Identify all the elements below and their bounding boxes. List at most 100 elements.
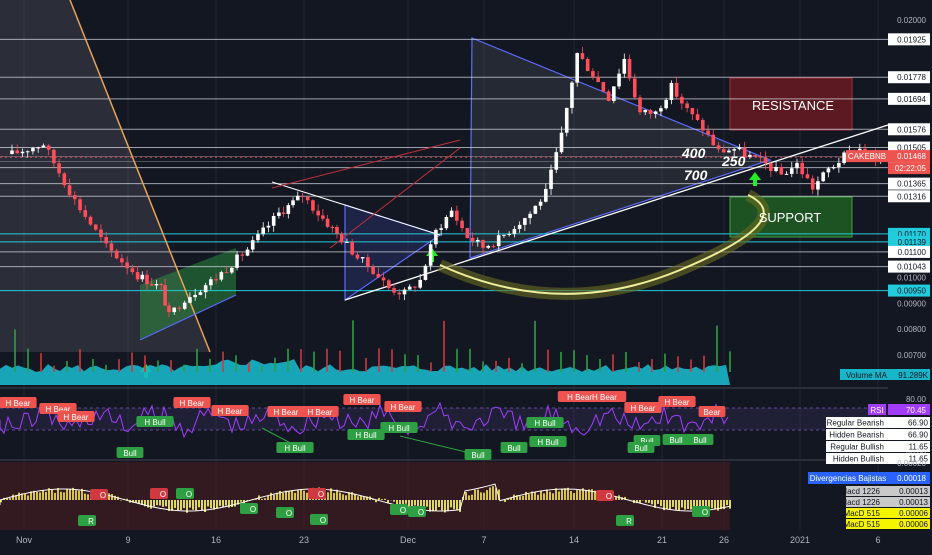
candle-body bbox=[136, 272, 140, 279]
candle-body bbox=[246, 250, 250, 256]
candle-body bbox=[188, 297, 192, 303]
candle-body bbox=[795, 163, 799, 168]
volume-bar bbox=[443, 321, 445, 372]
candle-body bbox=[570, 83, 574, 108]
macd-histogram-bar bbox=[231, 500, 233, 507]
volume-bar bbox=[430, 362, 432, 372]
candle-body bbox=[418, 280, 422, 288]
candle-body bbox=[827, 168, 831, 172]
candle-body bbox=[539, 202, 543, 206]
macd-histogram-bar bbox=[189, 500, 191, 508]
candle-body bbox=[78, 199, 82, 210]
candle-body bbox=[172, 308, 176, 312]
candle-body bbox=[560, 133, 564, 152]
macd-marker-text: O bbox=[160, 490, 166, 499]
candle-body bbox=[42, 145, 46, 147]
candle-body bbox=[306, 197, 310, 200]
macd-histogram-bar bbox=[384, 499, 386, 500]
macd-histogram-bar bbox=[9, 498, 11, 500]
volume-bar bbox=[612, 354, 614, 372]
volume-bar bbox=[287, 349, 289, 372]
candle-body bbox=[397, 293, 401, 295]
volume-bar bbox=[92, 359, 94, 372]
macd-histogram-bar bbox=[456, 500, 458, 510]
candle-body bbox=[832, 167, 836, 168]
volume-bar bbox=[664, 354, 666, 372]
time-tick: 7 bbox=[481, 535, 486, 545]
macd-histogram-bar bbox=[726, 500, 728, 505]
macd-histogram-bar bbox=[39, 492, 41, 500]
candle-body bbox=[240, 254, 244, 255]
price-tick: 0.00700 bbox=[897, 351, 926, 360]
volume-bar bbox=[144, 356, 146, 372]
macd-marker-text: O bbox=[286, 509, 292, 518]
macd-histogram-bar bbox=[192, 500, 194, 510]
macd-histogram-bar bbox=[273, 495, 275, 500]
rsi-bear-tag-text: Bear bbox=[704, 408, 721, 417]
macd-histogram-bar bbox=[423, 500, 425, 507]
macd-histogram-bar bbox=[177, 500, 179, 510]
price-axis-tag-text: 0.01043 bbox=[897, 263, 926, 272]
volume-bar bbox=[235, 355, 237, 372]
candle-body bbox=[596, 77, 600, 82]
price-axis-tag-text: 0.01365 bbox=[897, 180, 926, 189]
candle-body bbox=[450, 211, 454, 217]
candle-body bbox=[256, 234, 260, 240]
candle-body bbox=[565, 108, 569, 133]
time-tick: 23 bbox=[299, 535, 309, 545]
macd-axis-tick: 0.00020 bbox=[897, 459, 926, 468]
macd-histogram-bar bbox=[474, 490, 476, 500]
volume-bar bbox=[261, 366, 263, 372]
rsi-bear-tag-text: H Bear bbox=[631, 404, 656, 413]
candle-body bbox=[769, 163, 773, 171]
macd-histogram-bar bbox=[678, 500, 680, 511]
macd-histogram-bar bbox=[282, 493, 284, 500]
rsi-bull-tag-text: Bull bbox=[123, 449, 137, 458]
macd-histogram-bar bbox=[657, 500, 659, 504]
macd-histogram-bar bbox=[645, 500, 647, 503]
volume-bar bbox=[157, 360, 159, 372]
macd-histogram-bar bbox=[648, 500, 650, 503]
macd-histogram-bar bbox=[111, 494, 113, 500]
macd-histogram-bar bbox=[84, 494, 86, 500]
candle-body bbox=[811, 178, 815, 189]
candle-body bbox=[209, 279, 213, 285]
candle-body bbox=[623, 59, 627, 74]
macd-histogram-bar bbox=[639, 500, 641, 503]
candle-body bbox=[291, 200, 295, 205]
time-tick: 21 bbox=[657, 535, 667, 545]
macd-legend-value: 0.00013 bbox=[899, 487, 928, 496]
macd-histogram-bar bbox=[42, 490, 44, 500]
candle-body bbox=[321, 215, 325, 218]
macd-histogram-bar bbox=[219, 500, 221, 506]
volume-bar bbox=[352, 320, 354, 372]
candle-body bbox=[722, 149, 726, 152]
macd-histogram-bar bbox=[570, 491, 572, 500]
macd-histogram-bar bbox=[522, 496, 524, 500]
macd-marker-text: R bbox=[88, 517, 94, 526]
macd-histogram-bar bbox=[300, 490, 302, 500]
candle-body bbox=[335, 227, 339, 233]
candle-body bbox=[225, 272, 229, 273]
macd-histogram-bar bbox=[543, 493, 545, 500]
candle-body bbox=[145, 275, 149, 284]
candle-body bbox=[534, 206, 538, 214]
candle-body bbox=[110, 243, 114, 250]
volume-bar bbox=[14, 329, 16, 372]
macd-legend-name: MacD 515 bbox=[844, 520, 881, 529]
level-250-label: 250 bbox=[721, 153, 746, 169]
candle-body bbox=[659, 108, 663, 111]
candle-body bbox=[586, 59, 590, 71]
candle-body bbox=[15, 150, 19, 153]
candle-body bbox=[507, 234, 511, 235]
volume-bar bbox=[40, 353, 42, 372]
candle-body bbox=[94, 225, 98, 230]
macd-histogram-bar bbox=[576, 490, 578, 500]
macd-histogram-bar bbox=[264, 498, 266, 500]
candle-body bbox=[696, 114, 700, 120]
macd-histogram-bar bbox=[492, 486, 494, 500]
macd-histogram-bar bbox=[270, 493, 272, 500]
macd-histogram-bar bbox=[468, 495, 470, 500]
